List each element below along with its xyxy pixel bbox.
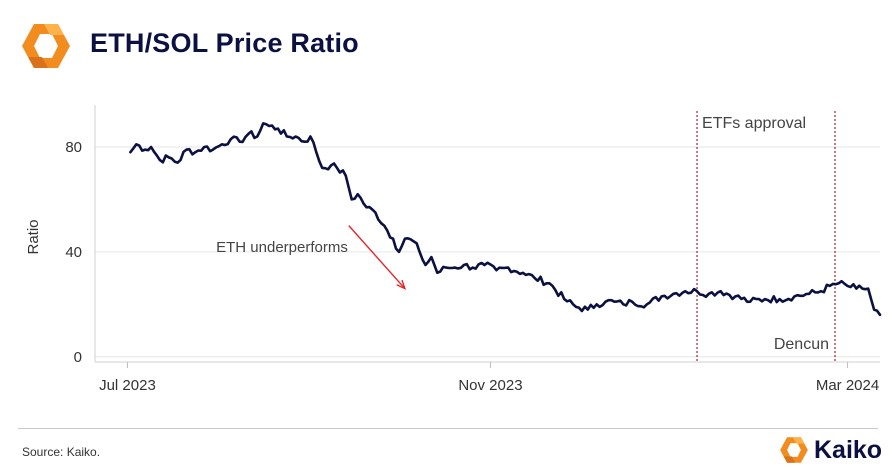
footer-divider xyxy=(18,428,878,429)
annotations: ETH underperforms xyxy=(216,225,407,290)
x-tick-label: Nov 2023 xyxy=(458,377,522,394)
y-tick-labels: 0 40 80 xyxy=(65,139,82,366)
event-label: Dencun xyxy=(774,336,829,353)
axes xyxy=(94,105,880,363)
y-tick-label: 40 xyxy=(65,244,82,261)
annotation-arrow xyxy=(348,225,406,290)
x-tick-label: Jul 2023 xyxy=(99,377,156,394)
source-note: Source: Kaiko. xyxy=(22,445,101,459)
x-tick-labels: Jul 2023 Nov 2023 Mar 2024 xyxy=(99,362,879,394)
kaiko-logo-icon xyxy=(780,437,808,463)
price-ratio-chart: ETFs approval Dencun 0 40 80 Jul 2023 Nov 20… xyxy=(25,105,882,394)
series-line-eth-sol xyxy=(129,122,882,317)
brand-name: Kaiko xyxy=(814,436,883,464)
kaiko-logo-icon xyxy=(22,24,70,68)
brand-mark: Kaiko xyxy=(779,434,889,468)
grid-lines xyxy=(95,146,880,358)
page-title: ETH/SOL Price Ratio xyxy=(90,28,359,58)
y-tick-label: 0 xyxy=(74,349,82,366)
annotation-arrowhead xyxy=(396,279,407,290)
x-tick-label: Mar 2024 xyxy=(816,377,879,394)
event-markers: ETFs approval Dencun xyxy=(696,111,836,362)
y-tick-label: 80 xyxy=(65,139,82,156)
annotation-label: ETH underperforms xyxy=(216,239,348,256)
event-label: ETFs approval xyxy=(702,115,806,132)
y-axis-label: Ratio xyxy=(25,219,42,254)
header: ETH/SOL Price Ratio xyxy=(0,0,896,90)
